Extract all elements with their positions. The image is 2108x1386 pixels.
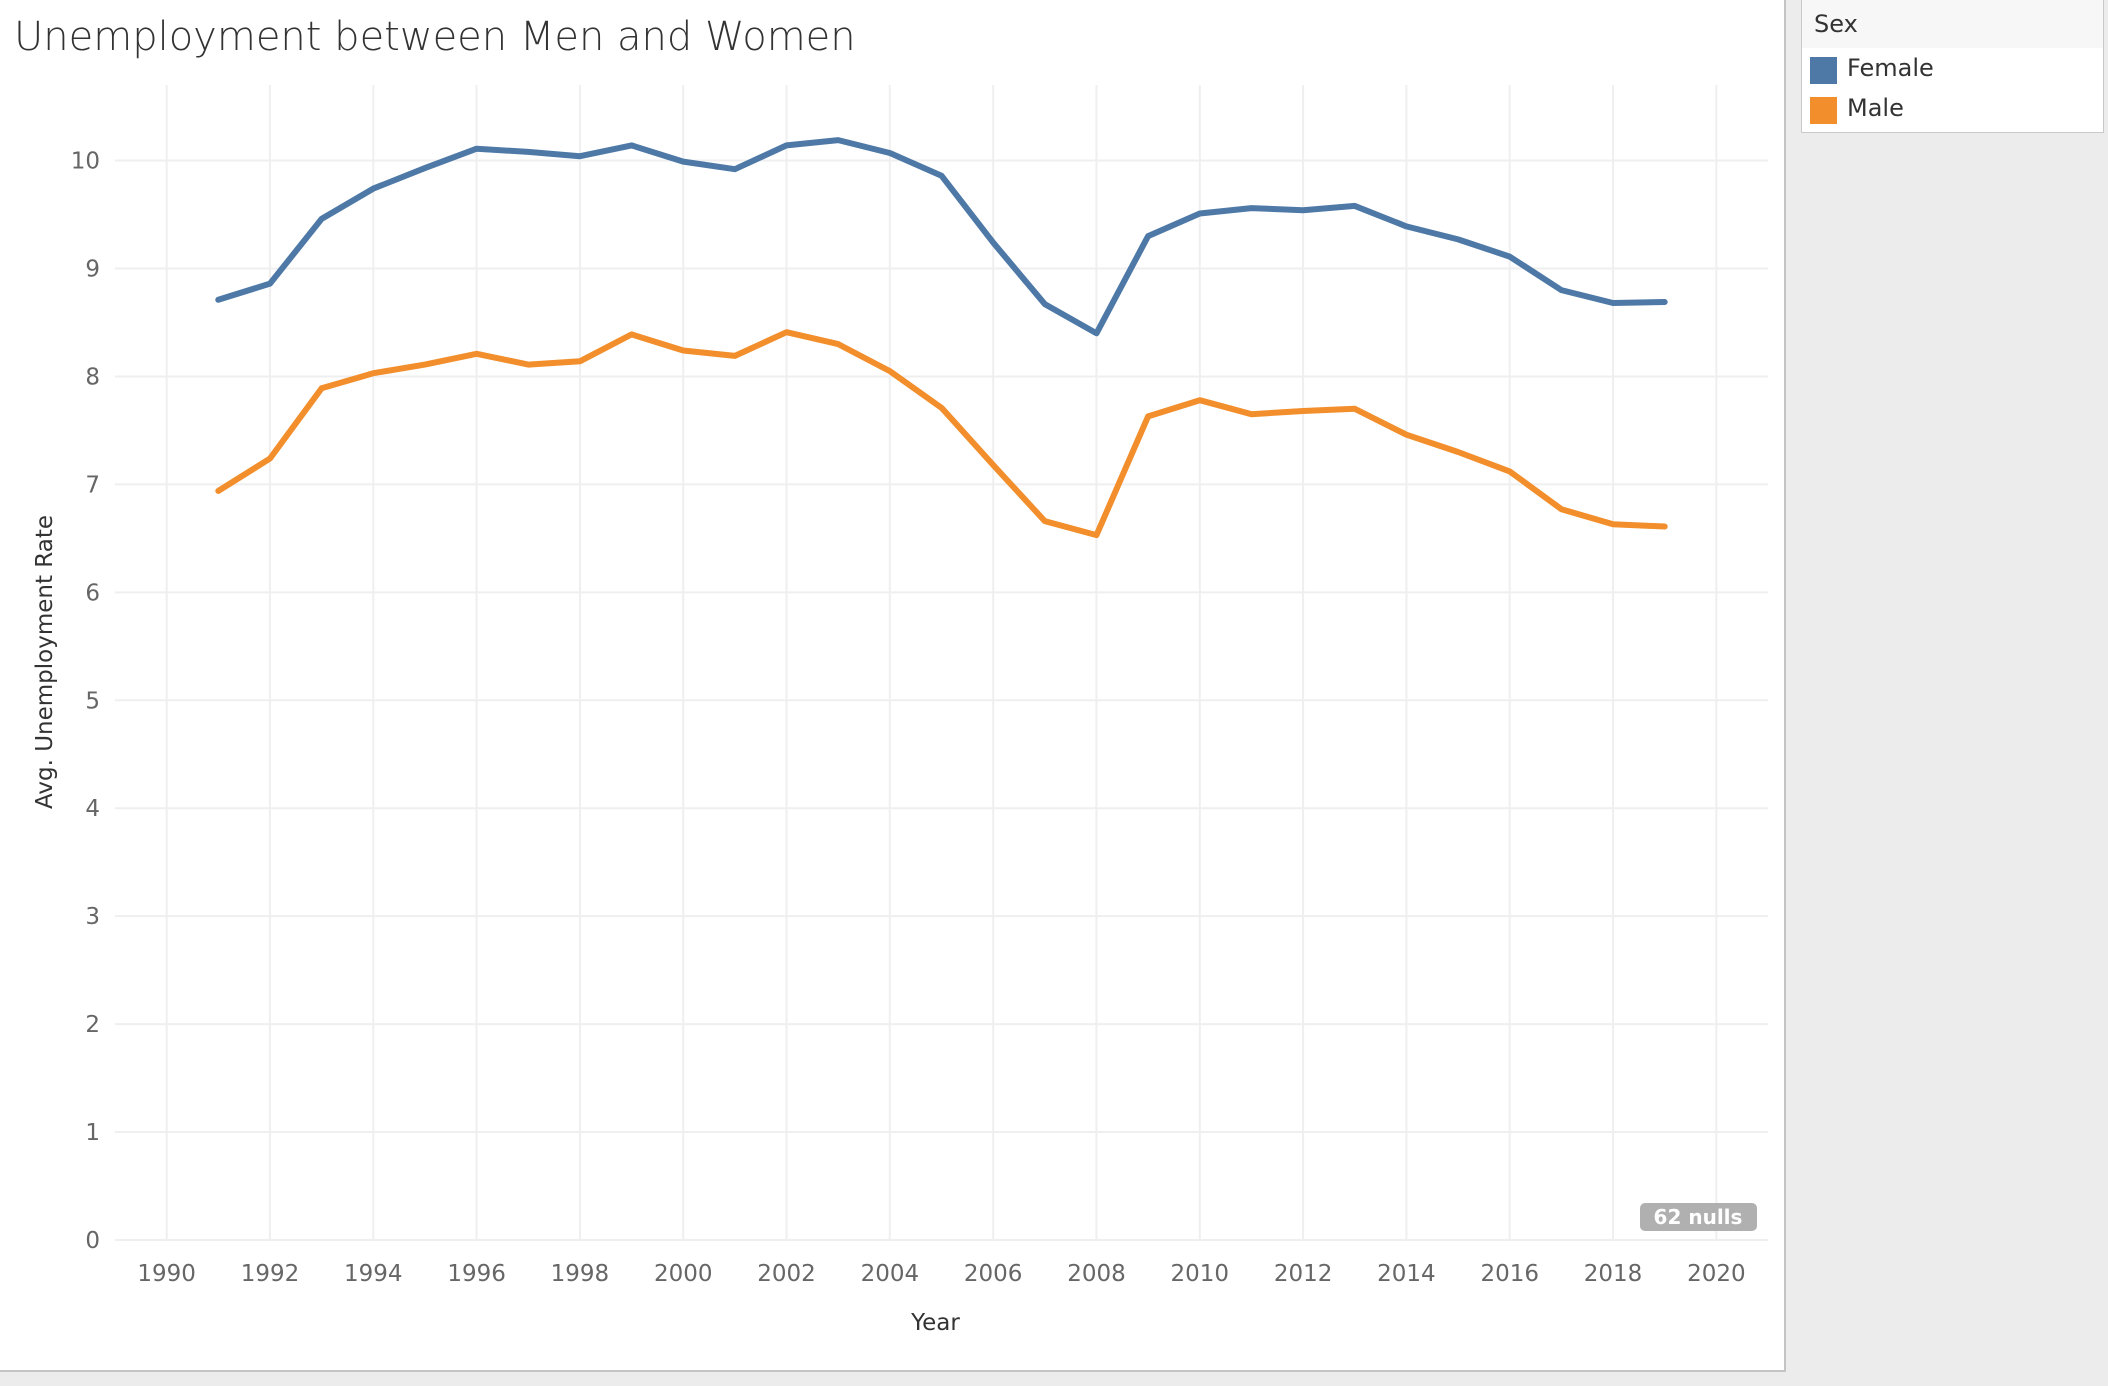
axes: Avg. Unemployment Rate Year 0 1 2 3 4 5 6 7 8 9 10… [32,149,1746,1336]
legend-item-female[interactable]: Female [1802,48,2103,88]
x-tick-label: 1998 [551,1261,610,1287]
x-tick-label: 2006 [964,1261,1023,1287]
x-tick-label: 2004 [861,1261,920,1287]
x-axis-title: Year [910,1310,960,1336]
y-tick-label: 6 [85,580,100,606]
y-tick-label: 2 [85,1012,100,1038]
x-tick-label: 2010 [1171,1261,1230,1287]
x-tick-label: 2018 [1584,1261,1643,1287]
legend-label-male: Male [1847,94,1904,122]
x-tick-label: 2002 [757,1261,816,1287]
x-tick-label: 2016 [1480,1261,1539,1287]
y-tick-label: 9 [85,257,100,283]
line-chart: Avg. Unemployment Rate Year 0 1 2 3 4 5 6 7 8 9 10… [32,85,1768,1336]
series-line-male[interactable] [215,329,1668,539]
y-tick-label: 0 [85,1228,100,1254]
null-indicator-badge[interactable]: 62 nulls [1640,1203,1757,1231]
x-tick-label: 2020 [1687,1261,1746,1287]
legend-title: Sex [1802,0,2103,48]
x-tick-label: 2000 [654,1261,713,1287]
y-tick-label: 1 [85,1120,100,1146]
chart-area: Unemployment between Men and Women Avg. … [0,0,1786,1372]
legend: Sex Female Male [1801,0,2104,133]
series-line-female[interactable] [215,137,1668,337]
legend-swatch-female [1810,57,1837,84]
x-tick-label: 2014 [1377,1261,1436,1287]
x-tick-label: 1996 [447,1261,506,1287]
y-tick-label: 4 [85,796,100,822]
x-tick-label: 1990 [137,1261,196,1287]
y-tick-label: 8 [85,364,100,390]
chart-title: Unemployment between Men and Women [14,14,856,60]
y-tick-label: 10 [71,149,100,175]
null-indicator-label: 62 nulls [1654,1205,1743,1229]
x-tick-label: 2008 [1067,1261,1126,1287]
x-tick-label: 1994 [344,1261,403,1287]
x-tick-label: 1992 [241,1261,300,1287]
y-tick-label: 7 [85,472,100,498]
legend-label-female: Female [1847,54,1934,82]
x-tick-label: 2012 [1274,1261,1333,1287]
gridlines [115,85,1768,1241]
legend-item-male[interactable]: Male [1802,88,2103,128]
y-tick-label: 5 [85,688,100,714]
y-axis-title: Avg. Unemployment Rate [32,515,58,809]
series-lines[interactable] [215,137,1668,539]
legend-swatch-male [1810,97,1837,124]
y-tick-label: 3 [85,904,100,930]
